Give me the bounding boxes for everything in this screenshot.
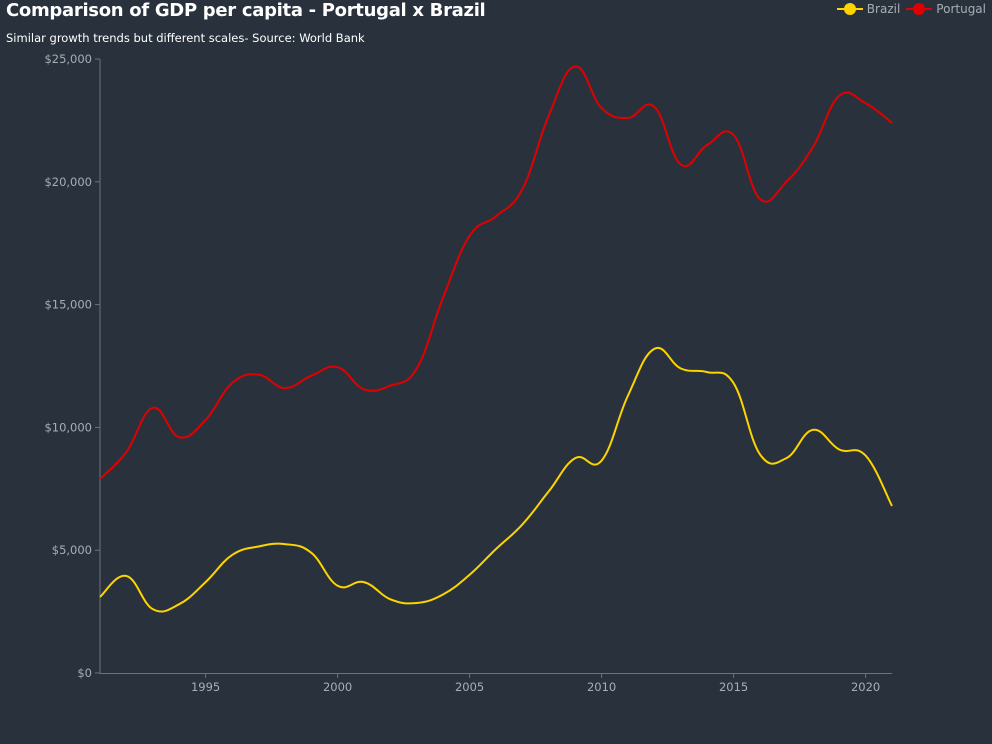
y-tick-label: $15,000 (44, 298, 92, 312)
x-tick-label: 2000 (323, 680, 352, 694)
series-line-brazil[interactable] (99, 346, 893, 613)
legend-marker-portugal (906, 2, 933, 16)
legend-dot-brazil (843, 3, 856, 15)
y-tick-label: $0 (77, 666, 92, 680)
x-tick-label: 1995 (191, 680, 220, 694)
chart-title: Comparison of GDP per capita - Portugal … (6, 0, 486, 21)
y-tick-label: $10,000 (44, 420, 92, 434)
x-tick-label: 2010 (587, 680, 616, 694)
series-layer (99, 65, 893, 613)
y-tick-label: $25,000 (44, 52, 92, 66)
legend-label-brazil: Brazil (866, 2, 901, 16)
x-tick-label: 2015 (719, 680, 748, 694)
chart-subtitle: Similar growth trends but different scal… (6, 31, 365, 45)
legend-marker-brazil (836, 2, 863, 16)
axes: $0 $5,000 $10,000 $15,000 $20,000 $25,000 1995… (44, 52, 892, 694)
series-line-portugal[interactable] (99, 65, 893, 480)
y-tick-label: $20,000 (44, 175, 92, 189)
legend: Brazil Portugal (836, 2, 986, 16)
y-tick-label: $5,000 (52, 543, 92, 557)
legend-label-portugal: Portugal (936, 2, 986, 16)
legend-item-portugal[interactable]: Portugal (906, 2, 986, 16)
x-tick-label: 2005 (455, 680, 484, 694)
legend-item-brazil[interactable]: Brazil (836, 2, 901, 16)
x-tick-label: 2020 (851, 680, 880, 694)
legend-dot-portugal (913, 3, 926, 15)
